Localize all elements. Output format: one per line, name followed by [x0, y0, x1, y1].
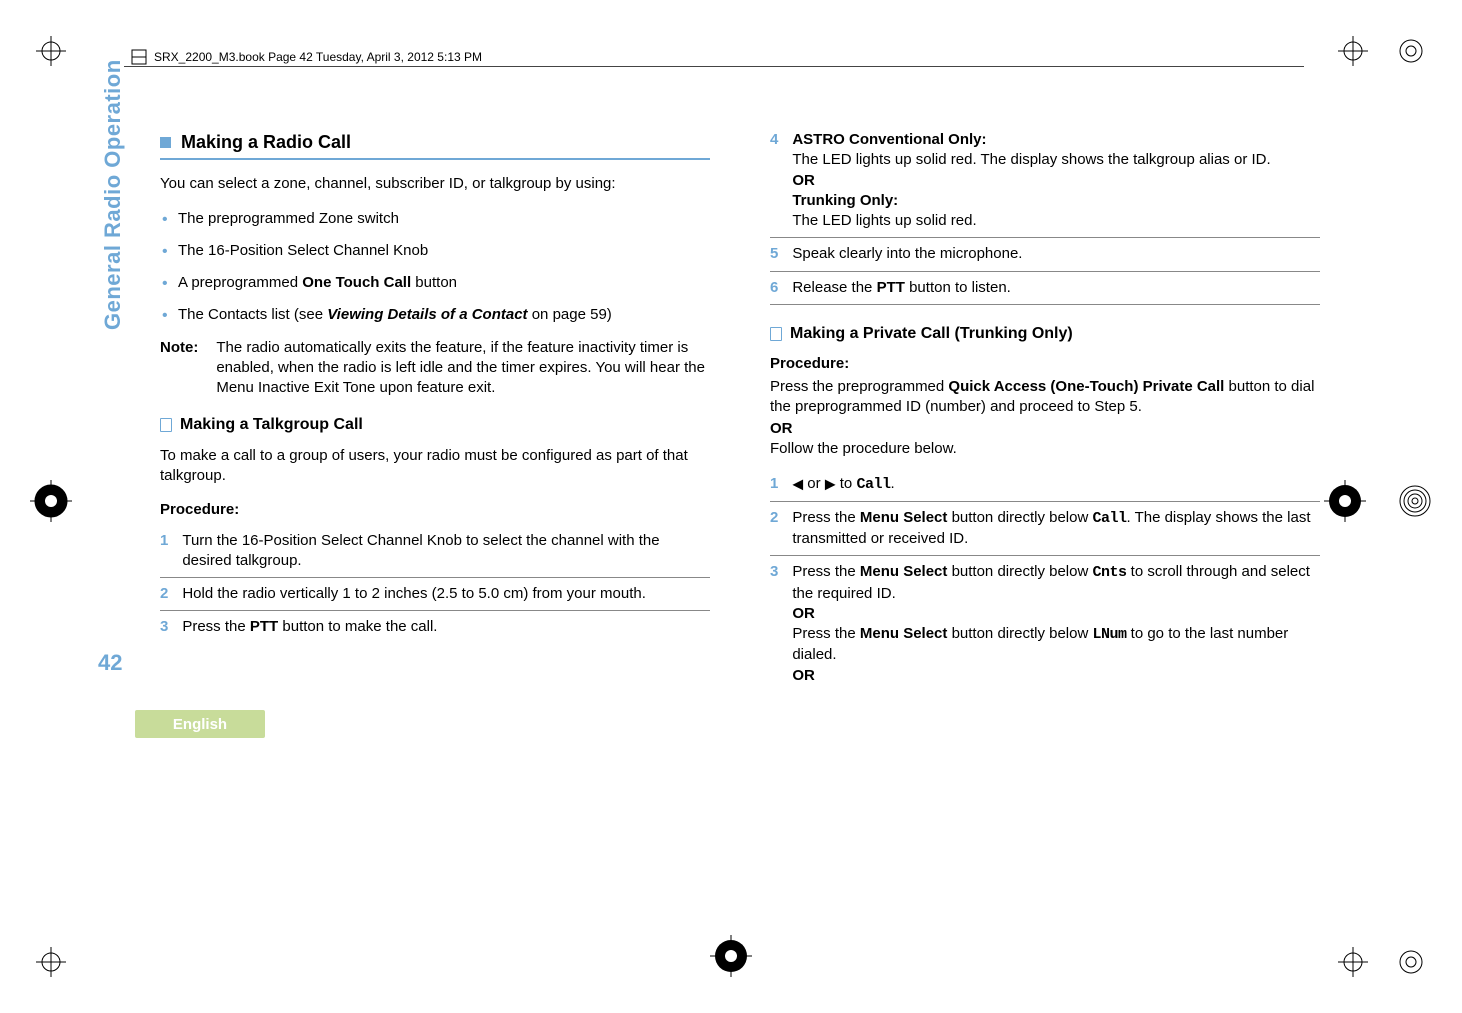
step-row: 2 Hold the radio vertically 1 to 2 inche…	[160, 584, 710, 611]
bullet-item: A preprogrammed One Touch Call button	[160, 273, 710, 293]
step-number: 1	[160, 531, 168, 572]
left-column: Making a Radio Call You can select a zon…	[160, 130, 710, 698]
page-icon	[770, 327, 782, 341]
crop-mark-bc	[710, 935, 752, 977]
step-number: 4	[770, 130, 778, 231]
crop-mark-tl	[36, 36, 66, 66]
heading-text: Making a Talkgroup Call	[180, 414, 363, 436]
step-row: 3 Press the PTT button to make the call.	[160, 617, 710, 643]
procedure-label: Procedure:	[160, 500, 710, 520]
step-row: 3 Press the Menu Select button directly …	[770, 562, 1320, 692]
book-icon	[130, 48, 148, 66]
bullet-item: The 16-Position Select Channel Knob	[160, 241, 710, 261]
step-row: 4 ASTRO Conventional Only: The LED light…	[770, 130, 1320, 238]
section-side-label: General Radio Operation	[100, 59, 126, 330]
bullet-item: The Contacts list (see Viewing Details o…	[160, 305, 710, 325]
step-body: Press the Menu Select button directly be…	[792, 508, 1320, 550]
step-body: Release the PTT button to listen.	[792, 278, 1320, 298]
step-row: 5 Speak clearly into the microphone.	[770, 244, 1320, 271]
crop-mark-tr	[1338, 36, 1426, 66]
page-number: 42	[98, 650, 122, 676]
procedure-label: Procedure:	[770, 354, 1320, 374]
heading-private-call: Making a Private Call (Trunking Only)	[770, 323, 1320, 345]
page-icon	[160, 418, 172, 432]
note-block: Note: The radio automatically exits the …	[160, 338, 710, 399]
step-row: 1 ◀ or ▶ to Call.	[770, 474, 1320, 502]
note-body: The radio automatically exits the featur…	[216, 338, 710, 399]
step-body: Press the Menu Select button directly be…	[792, 562, 1320, 686]
heading-underline	[160, 158, 710, 160]
page-header: SRX_2200_M3.book Page 42 Tuesday, April …	[130, 48, 482, 66]
step-body: Turn the 16-Position Select Channel Knob…	[182, 531, 710, 572]
intro-para: You can select a zone, channel, subscrib…	[160, 174, 710, 194]
talkgroup-intro: To make a call to a group of users, your…	[160, 446, 710, 487]
step-number: 1	[770, 474, 778, 495]
follow-text: Follow the procedure below.	[770, 439, 1320, 459]
right-arrow-icon: ▶	[825, 475, 836, 491]
note-label: Note:	[160, 338, 198, 399]
step-number: 2	[160, 584, 168, 604]
step-number: 6	[770, 278, 778, 298]
crop-mark-bl	[36, 947, 66, 977]
crop-mark-br	[1338, 947, 1426, 977]
step-body: Speak clearly into the microphone.	[792, 244, 1320, 264]
step-number: 5	[770, 244, 778, 264]
crop-mark-mr	[1324, 480, 1432, 522]
step-body: ◀ or ▶ to Call.	[792, 474, 1320, 495]
right-column: 4 ASTRO Conventional Only: The LED light…	[770, 130, 1320, 698]
language-tab: English	[135, 710, 265, 738]
bullet-item: The preprogrammed Zone switch	[160, 209, 710, 229]
step-number: 3	[160, 617, 168, 637]
step-number: 3	[770, 562, 778, 686]
heading-talkgroup-call: Making a Talkgroup Call	[160, 414, 710, 436]
step-row: 2 Press the Menu Select button directly …	[770, 508, 1320, 557]
step-body: ASTRO Conventional Only: The LED lights …	[792, 130, 1320, 231]
or-label: OR	[770, 419, 1320, 439]
heading-text: Making a Radio Call	[181, 130, 351, 154]
heading-text: Making a Private Call (Trunking Only)	[790, 323, 1073, 345]
heading-square-icon	[160, 137, 171, 148]
step-row: 1 Turn the 16-Position Select Channel Kn…	[160, 531, 710, 579]
bullet-list: The preprogrammed Zone switch The 16-Pos…	[160, 209, 710, 326]
proc-intro: Press the preprogrammed Quick Access (On…	[770, 377, 1320, 418]
step-body: Press the PTT button to make the call.	[182, 617, 710, 637]
step-body: Hold the radio vertically 1 to 2 inches …	[182, 584, 710, 604]
left-arrow-icon: ◀	[792, 475, 803, 491]
heading-making-radio-call: Making a Radio Call	[160, 130, 710, 154]
step-number: 2	[770, 508, 778, 550]
step-row: 6 Release the PTT button to listen.	[770, 278, 1320, 305]
header-text: SRX_2200_M3.book Page 42 Tuesday, April …	[154, 50, 482, 64]
crop-mark-ml	[30, 480, 72, 522]
